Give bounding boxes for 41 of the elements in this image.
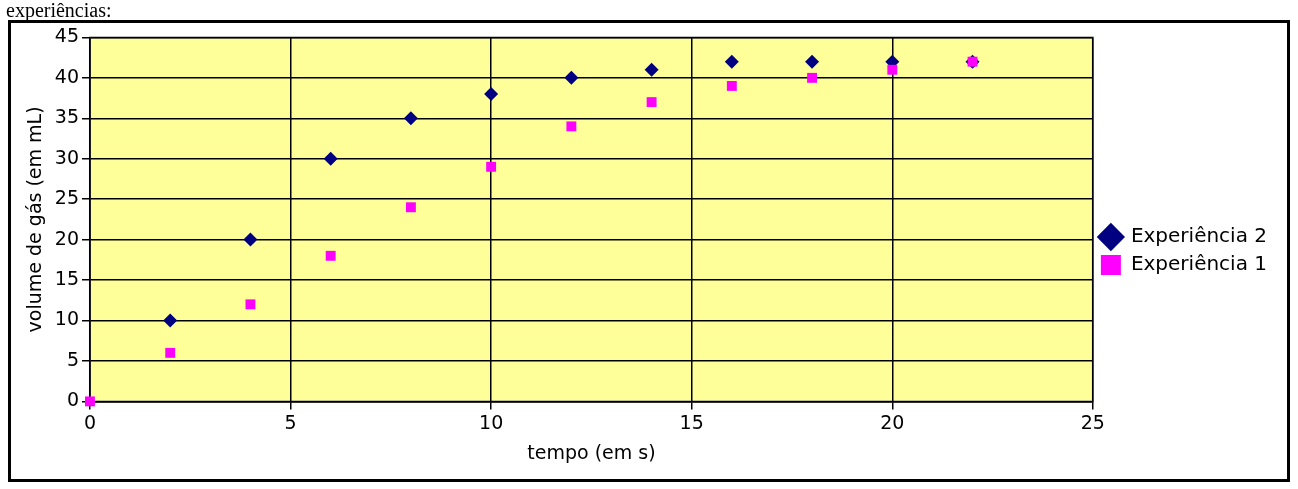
point bbox=[245, 299, 256, 310]
point bbox=[325, 250, 336, 261]
point bbox=[486, 161, 497, 172]
point bbox=[85, 396, 95, 407]
x-axis-title: tempo (em s) bbox=[527, 440, 656, 463]
text: experiências: bbox=[6, 0, 112, 21]
y-tick-label: 45 bbox=[54, 24, 79, 47]
point bbox=[566, 121, 577, 132]
x-tick-label: 5 bbox=[284, 410, 297, 433]
legend-label: Experiência 2 bbox=[1130, 223, 1267, 248]
legend-label: Experiência 1 bbox=[1130, 251, 1267, 276]
point bbox=[887, 64, 898, 75]
x-tick-label: 0 bbox=[83, 410, 97, 433]
y-tick-label: 40 bbox=[54, 64, 79, 87]
point bbox=[564, 70, 579, 85]
point bbox=[403, 111, 418, 126]
point bbox=[163, 313, 178, 328]
point bbox=[243, 232, 258, 247]
y-tick-label: 15 bbox=[54, 267, 79, 289]
point bbox=[323, 151, 338, 166]
x-tick-label: 15 bbox=[679, 410, 704, 433]
y-tick-label: 20 bbox=[54, 226, 79, 249]
x-tick-label: 10 bbox=[479, 410, 504, 433]
point bbox=[484, 87, 499, 102]
point bbox=[805, 54, 820, 69]
point bbox=[807, 72, 818, 83]
point bbox=[165, 347, 176, 358]
point bbox=[646, 97, 657, 108]
point bbox=[726, 80, 737, 91]
y-tick-label: 5 bbox=[66, 347, 79, 370]
y-tick-label: 25 bbox=[54, 186, 79, 209]
point bbox=[405, 202, 416, 213]
y-axis-title: volume de gás (em mL) bbox=[23, 106, 46, 333]
x-tick-label: 20 bbox=[880, 410, 905, 433]
y-tick-label: 10 bbox=[54, 307, 79, 330]
y-tick-label: 0 bbox=[66, 388, 79, 411]
point bbox=[724, 54, 739, 69]
x-tick-label: 25 bbox=[1080, 410, 1105, 433]
y-tick-label: 35 bbox=[54, 105, 79, 128]
y-tick-label: 30 bbox=[54, 145, 79, 168]
point bbox=[644, 62, 659, 77]
